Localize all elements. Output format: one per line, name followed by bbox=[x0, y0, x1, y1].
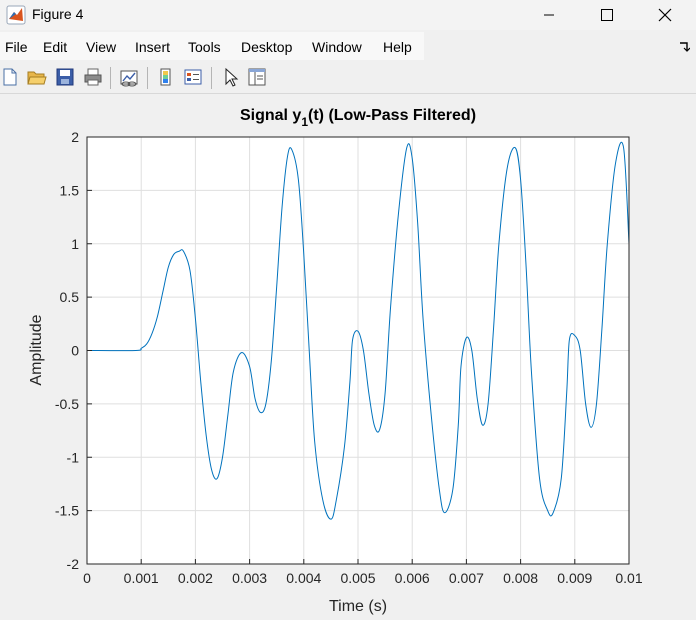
x-tick-label: 0 bbox=[83, 570, 91, 586]
chart-title-main: Signal y bbox=[240, 107, 301, 124]
link-plot-icon[interactable] bbox=[119, 67, 139, 87]
x-tick-label: 0.004 bbox=[286, 570, 321, 586]
y-tick-label: -2 bbox=[67, 556, 80, 572]
new-figure-icon[interactable] bbox=[0, 67, 20, 87]
close-icon bbox=[658, 8, 672, 22]
maximize-icon bbox=[601, 9, 613, 21]
menu-desktop[interactable]: Desktop bbox=[241, 39, 293, 55]
plot-axes: 0 0.001 0.002 0.003 0.004 0.005 0.006 0.007 0.00… bbox=[55, 129, 643, 586]
dock-arrow-icon[interactable] bbox=[678, 40, 690, 52]
menu-tools[interactable]: Tools bbox=[188, 39, 221, 55]
y-tick-label: 1 bbox=[71, 236, 79, 252]
open-file-icon[interactable] bbox=[27, 67, 47, 87]
signal-line bbox=[86, 141, 630, 520]
menu-file[interactable]: File bbox=[5, 39, 28, 55]
menu-help[interactable]: Help bbox=[383, 39, 412, 55]
menu-items-group: File Edit View Insert Tools Desktop Wind… bbox=[0, 32, 424, 60]
y-tick-label: 1.5 bbox=[60, 182, 80, 198]
figure-canvas: Signal y1(t) (Low-Pass Filtered) 0 0.001 0… bbox=[0, 94, 696, 620]
x-axis-label: Time (s) bbox=[329, 598, 387, 615]
x-axis-ticks: 0 0.001 0.002 0.003 0.004 0.005 0.006 0.007 0.00… bbox=[83, 559, 643, 586]
x-tick-label: 0.009 bbox=[557, 570, 592, 586]
x-tick-label: 0.007 bbox=[449, 570, 484, 586]
chart-title-end: (t) (Low-Pass Filtered) bbox=[308, 107, 476, 124]
y-tick-label: 0.5 bbox=[60, 289, 80, 305]
y-tick-label: -1 bbox=[67, 449, 80, 465]
x-tick-label: 0.006 bbox=[395, 570, 430, 586]
y-axis-ticks: 2 1.5 1 0.5 0 -0.5 -1 -1.5 -2 bbox=[55, 129, 92, 572]
x-tick-label: 0.002 bbox=[178, 570, 213, 586]
maximize-button[interactable] bbox=[584, 0, 630, 30]
menu-bar: File Edit View Insert Tools Desktop Wind… bbox=[0, 32, 696, 60]
toolbar-separator bbox=[110, 67, 111, 89]
menu-window[interactable]: Window bbox=[312, 39, 362, 55]
print-icon[interactable] bbox=[83, 67, 103, 87]
chart-title-subscript: 1 bbox=[301, 115, 308, 129]
close-button[interactable] bbox=[642, 0, 688, 30]
x-tick-label: 0.008 bbox=[503, 570, 538, 586]
x-tick-label: 0.001 bbox=[124, 570, 159, 586]
y-tick-label: -1.5 bbox=[55, 503, 79, 519]
minimize-button[interactable] bbox=[526, 0, 572, 30]
chart-title: Signal y1(t) (Low-Pass Filtered) bbox=[240, 107, 476, 129]
toolbar-separator bbox=[211, 67, 212, 89]
y-tick-label: 2 bbox=[71, 129, 79, 145]
y-tick-label: -0.5 bbox=[55, 396, 79, 412]
menu-edit[interactable]: Edit bbox=[43, 39, 68, 55]
edit-plot-icon[interactable] bbox=[221, 67, 241, 87]
colorbar-icon[interactable] bbox=[156, 67, 176, 87]
y-axis-label: Amplitude bbox=[28, 314, 45, 385]
x-tick-label: 0.01 bbox=[615, 570, 642, 586]
figure-toolbar bbox=[0, 61, 696, 94]
menu-view[interactable]: View bbox=[86, 39, 117, 55]
window-titlebar: Figure 4 bbox=[0, 0, 696, 30]
y-tick-label: 0 bbox=[71, 343, 79, 359]
property-inspector-icon[interactable] bbox=[247, 67, 267, 87]
window-title: Figure 4 bbox=[32, 6, 84, 22]
menu-insert[interactable]: Insert bbox=[135, 39, 171, 55]
legend-icon[interactable] bbox=[183, 67, 203, 87]
matlab-icon bbox=[6, 5, 26, 25]
x-tick-label: 0.003 bbox=[232, 570, 267, 586]
x-tick-label: 0.005 bbox=[340, 570, 375, 586]
save-icon[interactable] bbox=[55, 67, 75, 87]
toolbar-separator bbox=[147, 67, 148, 89]
minimize-icon bbox=[544, 14, 554, 16]
